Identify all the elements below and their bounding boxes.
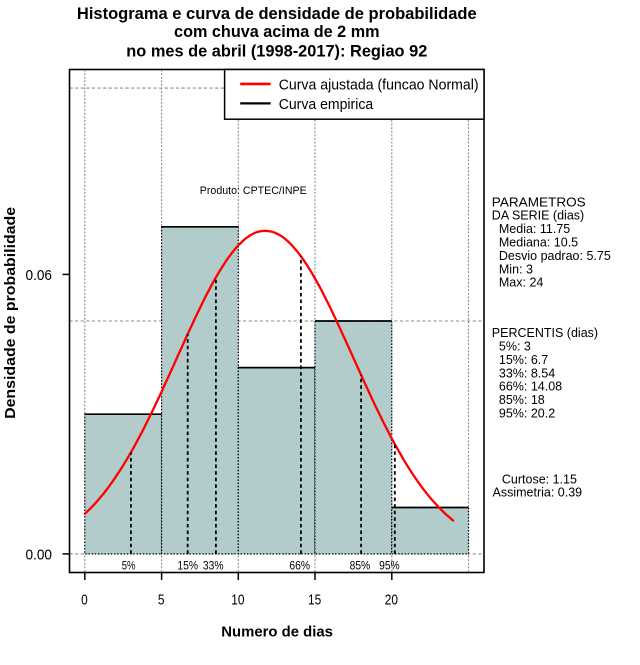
svg-text:Media: 11.75: Media: 11.75	[499, 222, 570, 236]
svg-text:85%: 85%	[350, 558, 371, 572]
svg-text:0: 0	[81, 591, 88, 608]
svg-text:Densidade de probabilidade: Densidade de probabilidade	[2, 207, 19, 419]
svg-text:10: 10	[231, 591, 244, 608]
svg-text:20: 20	[385, 591, 398, 608]
svg-text:5: 5	[158, 591, 165, 608]
svg-text:33%: 8.54: 33%: 8.54	[499, 366, 555, 380]
svg-text:95%: 20.2: 95%: 20.2	[499, 407, 555, 421]
svg-text:Histograma e curva de densidad: Histograma e curva de densidade de proba…	[77, 5, 477, 23]
svg-text:33%: 33%	[203, 558, 224, 572]
svg-text:95%: 95%	[379, 558, 400, 572]
svg-text:PERCENTIS (dias): PERCENTIS (dias)	[492, 326, 598, 340]
svg-text:15%: 15%	[177, 558, 198, 572]
svg-text:85%: 18: 85%: 18	[499, 393, 545, 407]
svg-text:Max: 24: Max: 24	[499, 276, 544, 290]
svg-text:Desvio padrao: 5.75: Desvio padrao: 5.75	[499, 249, 611, 263]
svg-text:PARAMETROS: PARAMETROS	[492, 195, 586, 209]
svg-text:Curva ajustada (funcao Normal): Curva ajustada (funcao Normal)	[279, 78, 479, 94]
svg-text:DA SERIE (dias): DA SERIE (dias)	[492, 209, 584, 223]
svg-text:Numero de dias: Numero de dias	[221, 624, 333, 641]
svg-text:66%: 14.08: 66%: 14.08	[499, 380, 562, 394]
svg-text:15: 15	[308, 591, 321, 608]
svg-text:Assimetria: 0.39: Assimetria: 0.39	[493, 486, 583, 500]
svg-text:5%: 5%	[122, 558, 136, 572]
svg-text:15%: 6.7: 15%: 6.7	[499, 353, 548, 367]
svg-text:Curva empirica: Curva empirica	[279, 97, 374, 113]
svg-text:0.06: 0.06	[26, 267, 53, 284]
svg-text:0.00: 0.00	[26, 546, 53, 563]
svg-text:Produto: CPTEC/INPE: Produto: CPTEC/INPE	[200, 185, 307, 197]
svg-text:Mediana: 10.5: Mediana: 10.5	[499, 236, 578, 250]
svg-text:com chuva acima de 2 mm: com chuva acima de 2 mm	[174, 23, 380, 41]
svg-text:Curtose: 1.15: Curtose: 1.15	[502, 472, 577, 486]
svg-text:no mes de abril (1998-2017): R: no mes de abril (1998-2017): Regiao 92	[126, 43, 427, 61]
svg-text:Min: 3: Min: 3	[499, 262, 533, 276]
svg-text:66%: 66%	[289, 558, 310, 572]
svg-text:5%: 3: 5%: 3	[499, 340, 531, 354]
